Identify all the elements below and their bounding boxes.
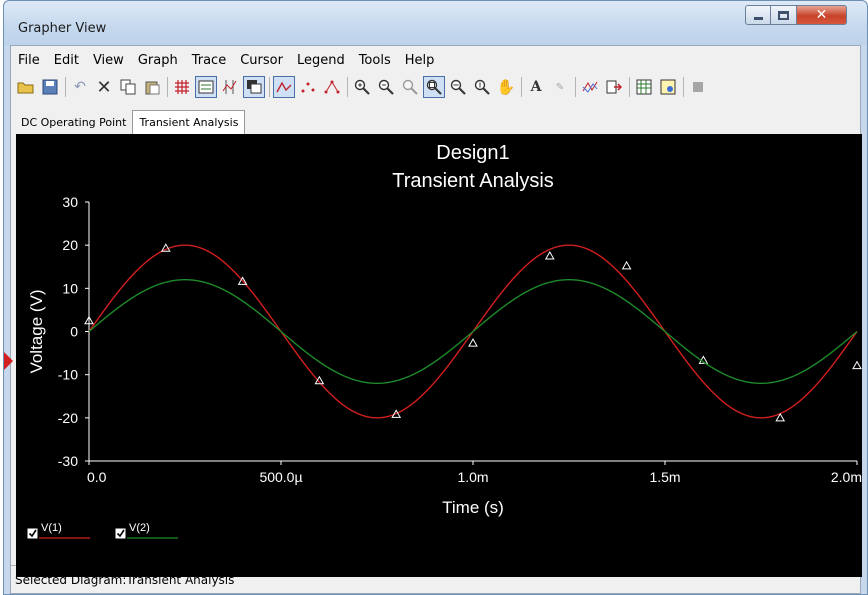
menu-help[interactable]: Help (404, 53, 435, 68)
open-folder-icon[interactable] (15, 76, 37, 98)
cursors-icon[interactable] (219, 76, 241, 98)
maximize-icon (778, 10, 789, 20)
y-tick-label: -20 (58, 410, 78, 426)
tab-transient-analysis[interactable]: Transient Analysis (132, 110, 246, 134)
toolbar-separator (521, 77, 522, 97)
series-line-v2 (88, 278, 858, 385)
legend-label: V(2) (129, 522, 150, 534)
menu-bar: File Edit View Graph Trace Cursor Legend… (11, 50, 441, 70)
toolbar-separator (629, 77, 630, 97)
tab-strip: DC Operating Point Transient Analysis (15, 110, 246, 134)
data-point-marker (160, 243, 171, 252)
zoom-full-icon[interactable] (423, 76, 445, 98)
zoom-area-icon[interactable] (399, 76, 421, 98)
y-axis-label: Voltage (V) (27, 289, 46, 373)
chart-subtitle: Transient Analysis (392, 170, 554, 192)
trace-overlay-icon[interactable] (579, 76, 601, 98)
x-tick-label: 1.0m (457, 469, 488, 485)
zoom-x-icon[interactable] (447, 76, 469, 98)
show-markers-icon[interactable] (297, 76, 319, 98)
chart-title: Design1 (436, 142, 509, 164)
x-tick-label: 500.0µ (259, 469, 302, 485)
menu-view[interactable]: View (92, 53, 124, 68)
close-icon: ✕ (815, 7, 828, 23)
y-tick-label: -10 (58, 367, 78, 383)
tab-dc-operating-point[interactable]: DC Operating Point (21, 116, 127, 129)
export-mathcad-icon[interactable] (657, 76, 679, 98)
legend-label: V(1) (41, 522, 62, 534)
zoom-out-icon[interactable] (375, 76, 397, 98)
minimize-button[interactable] (745, 5, 771, 25)
data-point-marker (775, 412, 786, 422)
data-point-marker (852, 360, 862, 370)
delete-icon[interactable]: ✕ (96, 76, 112, 98)
data-point-marker (391, 409, 402, 418)
save-icon[interactable] (39, 76, 61, 98)
close-button[interactable]: ✕ (797, 5, 847, 25)
paste-icon[interactable] (141, 76, 163, 98)
label-icon[interactable]: ✎ (555, 81, 565, 93)
menu-legend[interactable]: Legend (296, 53, 345, 68)
export-excel-icon[interactable] (633, 76, 655, 98)
zoom-in-icon[interactable] (351, 76, 373, 98)
grapher-window: Grapher View ✕ File Edit View Graph Trac… (3, 0, 868, 595)
lines-and-markers-icon[interactable] (321, 76, 343, 98)
x-tick-label: 2.0m (831, 469, 862, 485)
pan-hand-icon[interactable]: ✋ (496, 78, 516, 96)
legend-checkbox-v2 (115, 528, 126, 539)
menu-file[interactable]: File (18, 53, 40, 68)
copy-icon[interactable] (117, 76, 139, 98)
menu-graph[interactable]: Graph (137, 53, 178, 68)
data-point-marker (237, 276, 248, 285)
toolbar-separator (167, 77, 168, 97)
data-point-marker (544, 250, 555, 260)
overlay-traces-icon[interactable] (243, 76, 265, 98)
legend-checkbox-v1 (27, 528, 38, 539)
legend-toggle-icon[interactable] (195, 76, 217, 98)
data-point-marker (84, 315, 94, 325)
menu-tools[interactable]: Tools (358, 53, 391, 68)
toolbar-separator (683, 77, 684, 97)
y-tick-label: 10 (62, 280, 78, 296)
x-tick-label: 0.0 (87, 469, 107, 485)
menu-cursor[interactable]: Cursor (240, 53, 283, 68)
window-title: Grapher View (18, 21, 107, 36)
data-point-marker (468, 338, 478, 347)
export-icon[interactable] (603, 76, 625, 98)
toolbar-separator (269, 77, 270, 97)
plot-area[interactable]: Design1 Transient Analysis 30 20 10 0 -10 -20 -3… (16, 134, 862, 577)
toolbar-separator (347, 77, 348, 97)
zoom-y-icon[interactable] (471, 76, 493, 98)
data-point-marker (621, 260, 632, 270)
grid-icon[interactable] (171, 76, 193, 98)
toolbar: ↶ ✕ (15, 74, 858, 100)
stop-icon[interactable] (687, 76, 709, 98)
transient-chart[interactable]: Design1 Transient Analysis 30 20 10 0 -10 -20 -3… (16, 134, 862, 577)
y-tick-label: 0 (70, 324, 78, 340)
toolbar-separator (575, 77, 576, 97)
y-tick-label: 30 (62, 194, 78, 210)
y-tick-label: -30 (58, 453, 78, 469)
menu-edit[interactable]: Edit (53, 53, 79, 68)
maximize-button[interactable] (771, 5, 797, 25)
menu-trace[interactable]: Trace (191, 53, 227, 68)
x-axis-label: Time (s) (442, 498, 504, 517)
toolbar-separator (65, 77, 66, 97)
checkmark-icon (116, 529, 125, 538)
y-tick-label: 20 (62, 237, 78, 253)
show-lines-icon[interactable] (273, 76, 295, 98)
undo-icon[interactable]: ↶ (74, 79, 86, 95)
text-tool-icon[interactable]: A (530, 79, 542, 95)
cursor-marker-icon[interactable] (4, 352, 13, 370)
data-point-marker (314, 375, 325, 385)
title-bar[interactable]: Grapher View ✕ (4, 1, 867, 45)
x-tick-label: 1.5m (649, 469, 680, 485)
checkmark-icon (28, 529, 37, 538)
minimize-icon (753, 17, 763, 20)
